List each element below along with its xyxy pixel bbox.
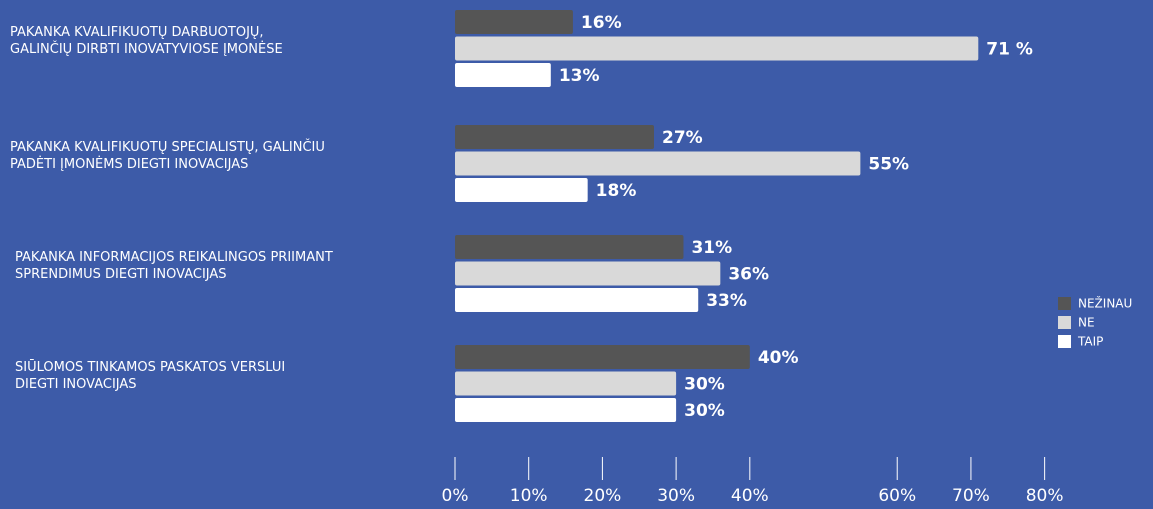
x-tick-label: 0%	[442, 486, 469, 506]
x-tick-label: 60%	[878, 486, 916, 506]
value-label: 55%	[868, 155, 909, 175]
legend-label: TAIP	[1077, 335, 1103, 349]
legend-label: NE	[1078, 316, 1095, 330]
legend-swatch	[1058, 297, 1071, 310]
bar	[455, 36, 979, 61]
legend-label: NEŽINAU	[1078, 296, 1132, 311]
category-label: PAKANKA INFORMACIJOS REIKALINGOS PRIIMAN…	[15, 250, 333, 282]
bar	[455, 151, 861, 176]
value-label: 18%	[596, 181, 637, 201]
x-tick-label: 40%	[731, 486, 769, 506]
legend-swatch	[1058, 316, 1071, 329]
legend-swatch	[1058, 335, 1071, 348]
value-label: 36%	[728, 265, 769, 285]
category-label: PAKANKA KVALIFIKUOTŲ DARBUOTOJŲ, GALINČIŲ…	[10, 25, 283, 57]
x-tick-label: 10%	[510, 486, 548, 506]
value-label: 30%	[684, 401, 725, 421]
value-label: 33%	[706, 291, 747, 311]
value-label: 31%	[691, 238, 732, 258]
value-label: 40%	[758, 348, 799, 368]
x-tick-label: 80%	[1026, 486, 1064, 506]
bar	[455, 261, 721, 286]
value-label: 16%	[581, 13, 622, 33]
bar	[455, 10, 573, 34]
x-tick-label: 20%	[584, 486, 622, 506]
bar	[455, 63, 551, 87]
value-label: 27%	[662, 128, 703, 148]
value-label: 13%	[559, 66, 600, 86]
bar	[455, 288, 699, 312]
x-tick-label: 30%	[657, 486, 695, 506]
x-tick-label: 70%	[952, 486, 990, 506]
bar	[455, 371, 677, 396]
category-label: PAKANKA KVALIFIKUOTŲ SPECIALISTŲ, GALINČ…	[10, 139, 325, 172]
value-label: 71 %	[986, 40, 1033, 60]
bar	[455, 345, 750, 369]
bar	[455, 398, 677, 422]
value-label: 30%	[684, 375, 725, 395]
bar	[455, 235, 684, 259]
bar	[455, 178, 588, 202]
category-label: SIŪLOMOS TINKAMOS PASKATOS VERSLUI DIEGTI…	[15, 360, 285, 392]
bar	[455, 125, 654, 149]
